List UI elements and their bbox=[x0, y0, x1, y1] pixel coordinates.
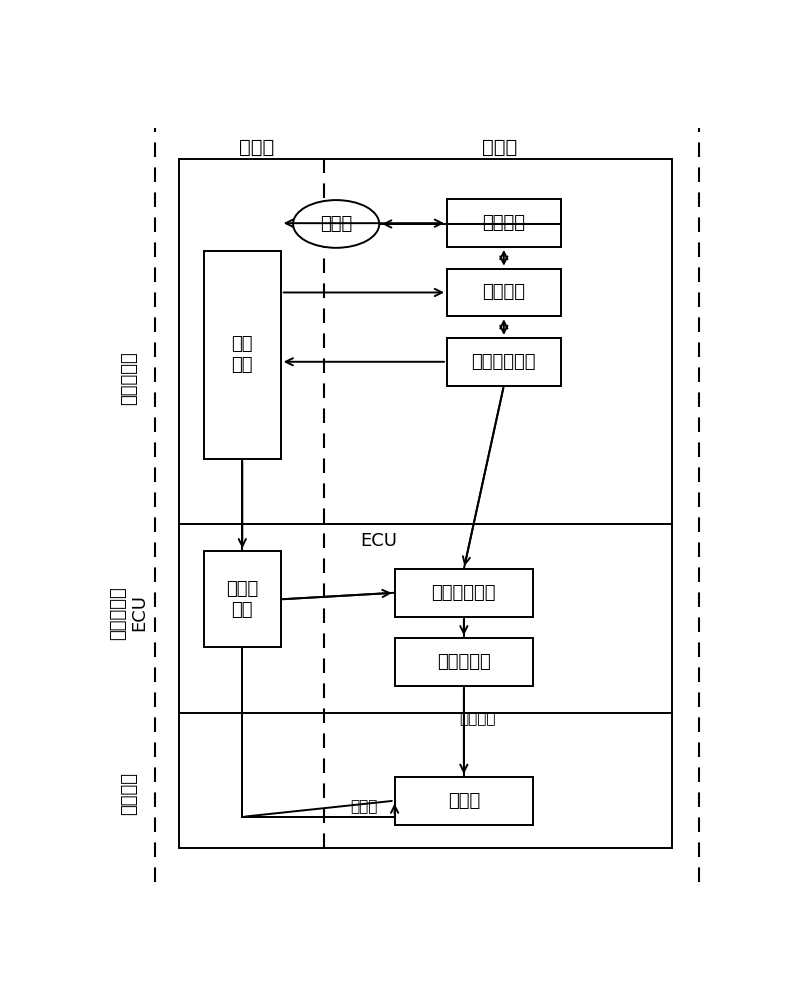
Bar bbox=[447, 269, 561, 316]
Text: 局部规划模块: 局部规划模块 bbox=[472, 353, 536, 371]
Bar bbox=[179, 158, 672, 848]
Bar bbox=[447, 338, 561, 386]
Bar bbox=[204, 251, 281, 459]
Text: 智能体内核: 智能体内核 bbox=[120, 351, 138, 405]
Text: ECU: ECU bbox=[360, 532, 398, 550]
Text: 传感器: 传感器 bbox=[350, 799, 377, 814]
Text: 数据库: 数据库 bbox=[320, 215, 353, 233]
Ellipse shape bbox=[293, 200, 380, 248]
Text: 反应
模块: 反应 模块 bbox=[232, 335, 253, 374]
Text: 反应层: 反应层 bbox=[238, 137, 274, 156]
Bar bbox=[395, 638, 533, 686]
Text: 慎思层: 慎思层 bbox=[482, 137, 517, 156]
Text: 功能单元模块: 功能单元模块 bbox=[432, 584, 496, 602]
Text: 效应器模块: 效应器模块 bbox=[437, 653, 491, 671]
Text: 行为输出: 行为输出 bbox=[460, 712, 496, 727]
Text: 传感器
模块: 传感器 模块 bbox=[226, 580, 258, 619]
Text: 执行机构: 执行机构 bbox=[120, 772, 138, 815]
Text: 通信模块: 通信模块 bbox=[482, 214, 526, 232]
Text: 发动机: 发动机 bbox=[448, 792, 480, 810]
Bar bbox=[447, 199, 561, 247]
Text: 协作模块: 协作模块 bbox=[482, 283, 526, 301]
Text: 发动机原有
ECU: 发动机原有 ECU bbox=[110, 586, 148, 640]
Bar bbox=[395, 777, 533, 825]
Bar bbox=[204, 551, 281, 647]
Bar bbox=[395, 569, 533, 617]
